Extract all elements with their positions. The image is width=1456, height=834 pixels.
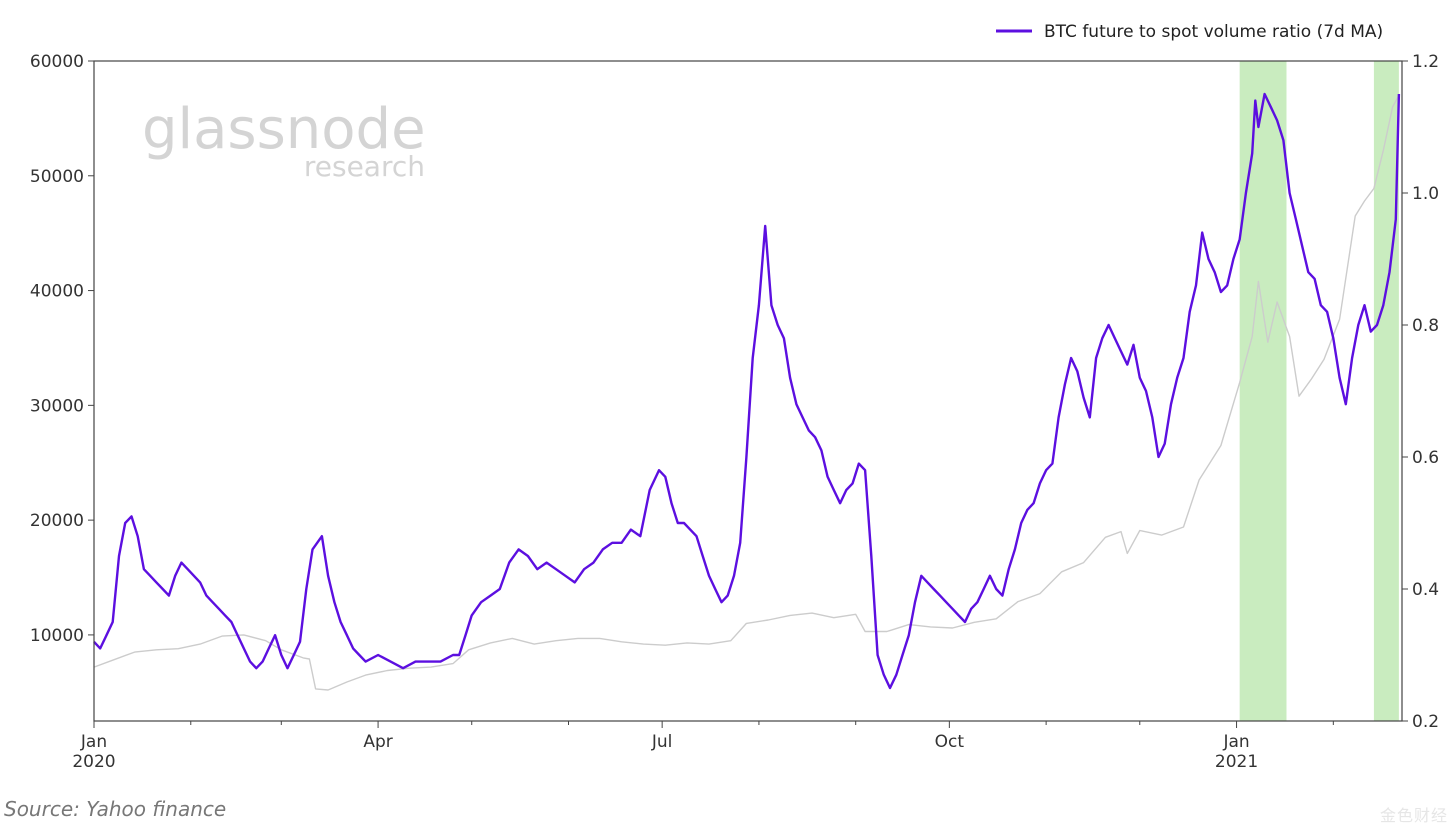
left-tick-label: 30000 [30, 396, 84, 416]
x-tick-label: Apr [363, 732, 392, 752]
ratio-line [93, 92, 1401, 690]
right-tick-label: 0.6 [1412, 448, 1439, 468]
left-tick-label: 50000 [30, 167, 84, 187]
legend-label: BTC future to spot volume ratio (7d MA) [1044, 22, 1383, 42]
ratio-series [93, 92, 1401, 690]
x-tick-label: Jul [651, 732, 673, 752]
watermark-main: glassnode [142, 97, 426, 162]
left-tick-label: 40000 [30, 282, 84, 302]
left-tick-label: 10000 [30, 626, 84, 646]
right-tick-label: 0.8 [1412, 316, 1439, 336]
x-tick-label: Oct [935, 732, 965, 752]
left-tick-label: 60000 [30, 52, 84, 72]
glassnode-watermark: glassnode research [142, 97, 426, 183]
x-tick-sublabel: 2020 [72, 752, 115, 772]
right-tick-label: 0.2 [1412, 712, 1439, 732]
right-tick-label: 0.4 [1412, 580, 1439, 600]
x-tick-label: Jan [80, 732, 107, 752]
highlight-band-1 [1373, 61, 1399, 721]
source-caption: Source: Yahoo finance [4, 797, 227, 821]
left-tick-label: 20000 [30, 511, 84, 531]
corner-watermark: 金色财经 [1379, 806, 1448, 825]
left-axis: 10000 20000 30000 40000 50000 60000 [30, 52, 94, 646]
x-tick-sublabel: 2021 [1215, 752, 1258, 772]
highlight-band-0 [1239, 61, 1287, 721]
right-tick-label: 1.0 [1412, 184, 1439, 204]
x-tick-label: Jan [1222, 732, 1249, 752]
legend: BTC future to spot volume ratio (7d MA) [996, 22, 1383, 42]
right-axis: 0.2 0.4 0.6 0.8 1.0 1.2 [1402, 52, 1439, 732]
right-tick-label: 1.2 [1412, 52, 1439, 72]
price-line [93, 95, 1400, 691]
price-series [93, 95, 1400, 691]
watermark-sub: research [304, 150, 425, 183]
plot-frame [93, 60, 1403, 722]
highlight-bands [1239, 61, 1399, 721]
